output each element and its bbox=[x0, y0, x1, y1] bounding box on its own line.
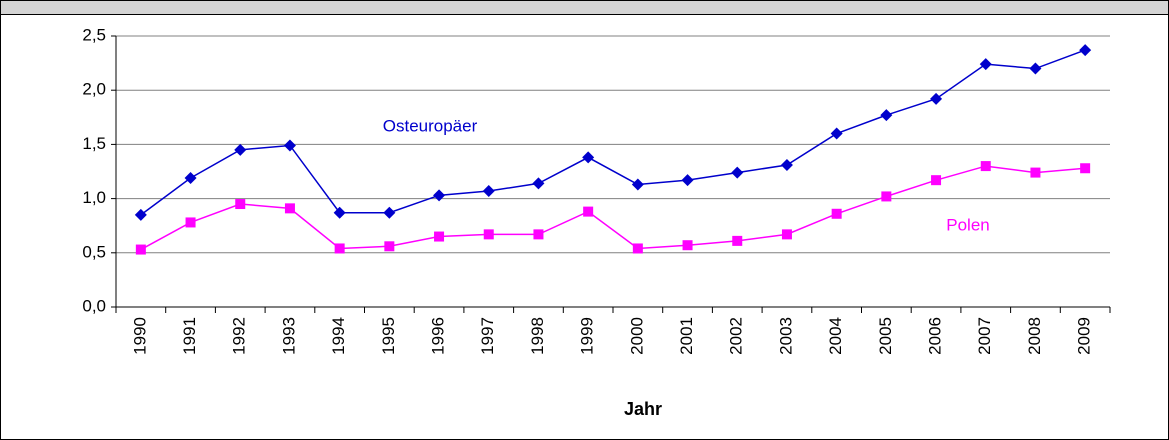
x-tick-label: 2007 bbox=[975, 317, 994, 355]
point bbox=[135, 244, 146, 255]
point bbox=[383, 206, 396, 219]
x-tick-label: 1999 bbox=[578, 317, 597, 355]
point bbox=[185, 217, 196, 228]
point bbox=[881, 191, 892, 202]
x-tick-label: 2003 bbox=[776, 317, 795, 355]
y-tick-label: 0,5 bbox=[82, 242, 106, 261]
y-tick-label: 1,0 bbox=[82, 188, 106, 207]
point bbox=[1080, 163, 1091, 174]
point bbox=[930, 92, 943, 105]
point bbox=[235, 199, 246, 210]
x-axis-label: Jahr bbox=[624, 399, 662, 419]
x-tick-label: 1997 bbox=[478, 317, 497, 355]
point bbox=[533, 229, 544, 240]
point bbox=[284, 203, 295, 214]
point bbox=[880, 109, 893, 122]
point bbox=[830, 127, 843, 140]
x-tick-label: 2001 bbox=[677, 317, 696, 355]
point bbox=[682, 240, 693, 251]
x-tick-label: 1990 bbox=[130, 317, 149, 355]
point bbox=[1029, 62, 1042, 75]
x-tick-label: 2000 bbox=[627, 317, 646, 355]
x-tick-label: 2006 bbox=[926, 317, 945, 355]
point bbox=[582, 151, 595, 164]
x-tick-label: 1994 bbox=[329, 317, 348, 355]
point bbox=[831, 208, 842, 219]
x-tick-label: 1991 bbox=[180, 317, 199, 355]
y-tick-label: 0,0 bbox=[82, 296, 106, 315]
y-tick-label: 1,5 bbox=[82, 134, 106, 153]
x-tick-label: 2008 bbox=[1025, 317, 1044, 355]
point bbox=[334, 243, 345, 254]
point bbox=[781, 229, 792, 240]
point bbox=[482, 185, 495, 198]
point bbox=[583, 206, 594, 217]
x-tick-label: 2004 bbox=[826, 317, 845, 355]
point bbox=[384, 241, 395, 252]
point bbox=[979, 58, 992, 71]
point bbox=[731, 166, 744, 179]
point bbox=[780, 158, 793, 171]
point bbox=[134, 208, 147, 221]
x-tick-label: 1995 bbox=[379, 317, 398, 355]
x-tick-label: 1998 bbox=[528, 317, 547, 355]
point bbox=[333, 206, 346, 219]
point bbox=[631, 178, 644, 191]
x-tick-label: 1996 bbox=[429, 317, 448, 355]
x-tick-label: 2009 bbox=[1075, 317, 1094, 355]
point bbox=[980, 161, 991, 172]
point bbox=[532, 177, 545, 190]
point bbox=[184, 172, 197, 185]
x-tick-label: 2005 bbox=[876, 317, 895, 355]
point bbox=[632, 243, 643, 254]
point bbox=[483, 229, 494, 240]
series-label: Polen bbox=[946, 215, 989, 234]
x-tick-label: 1993 bbox=[279, 317, 298, 355]
point bbox=[1079, 44, 1092, 57]
x-tick-label: 1992 bbox=[230, 317, 249, 355]
series-line bbox=[140, 49, 1086, 216]
point bbox=[1030, 167, 1041, 178]
y-tick-label: 2,0 bbox=[82, 80, 106, 99]
point bbox=[234, 143, 247, 156]
series-label: Osteuropäer bbox=[383, 116, 478, 135]
point bbox=[681, 174, 694, 187]
point bbox=[283, 139, 296, 152]
series-line bbox=[140, 165, 1086, 251]
x-tick-label: 2002 bbox=[727, 317, 746, 355]
point bbox=[931, 175, 942, 186]
point bbox=[732, 235, 743, 246]
y-tick-label: 2,5 bbox=[82, 25, 106, 44]
point bbox=[433, 189, 446, 202]
header-bar bbox=[0, 0, 1169, 15]
point bbox=[434, 231, 445, 242]
